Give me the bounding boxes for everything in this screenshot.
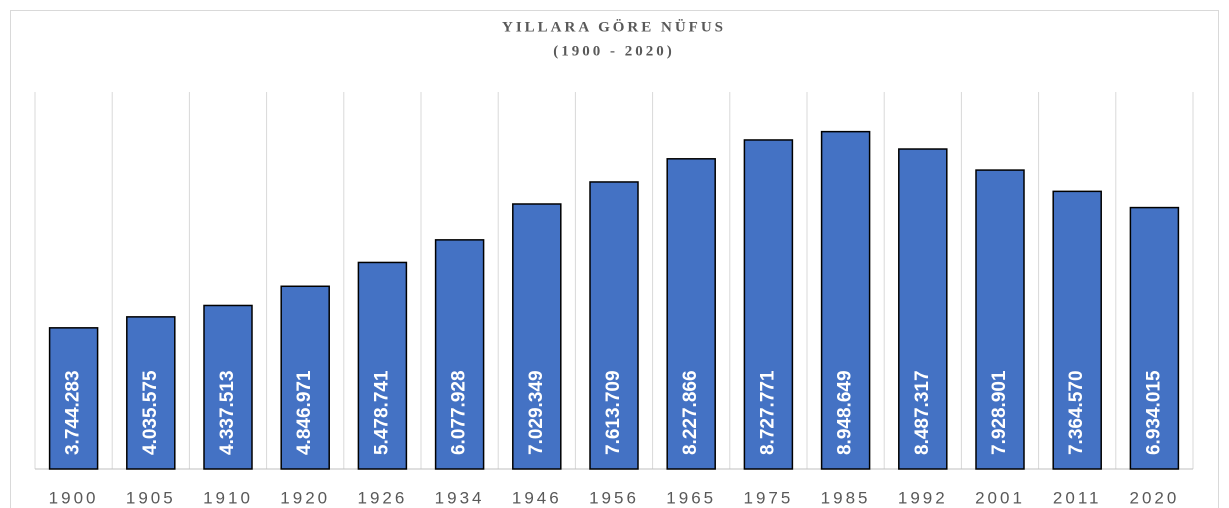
x-tick-label: 1992 bbox=[898, 488, 948, 507]
x-tick-label: 1920 bbox=[280, 488, 330, 507]
value-label: 8.948.649 bbox=[835, 370, 856, 455]
bar bbox=[512, 203, 562, 470]
bar bbox=[589, 181, 639, 470]
bar bbox=[357, 261, 408, 470]
value-label: 3.744.283 bbox=[63, 370, 84, 455]
x-tick-label: 2020 bbox=[1129, 488, 1179, 507]
value-label: 7.364.570 bbox=[1066, 370, 1087, 455]
x-tick-label: 1975 bbox=[743, 488, 793, 507]
bar bbox=[434, 239, 485, 470]
bar bbox=[1129, 206, 1180, 470]
value-label: 8.227.866 bbox=[680, 370, 701, 455]
bar bbox=[820, 130, 871, 470]
value-label: 8.727.771 bbox=[757, 370, 778, 455]
value-label: 8.487.317 bbox=[912, 370, 933, 455]
x-tick-label: 1965 bbox=[666, 488, 716, 507]
x-tick-label: 1910 bbox=[203, 488, 253, 507]
x-tick-label: 1985 bbox=[821, 488, 871, 507]
bar bbox=[48, 327, 99, 470]
value-label: 6.077.928 bbox=[449, 370, 470, 455]
bar bbox=[898, 148, 948, 470]
x-tick-label: 1934 bbox=[435, 488, 485, 507]
value-label: 6.934.015 bbox=[1143, 370, 1164, 455]
bar bbox=[743, 139, 794, 470]
value-label: 4.035.575 bbox=[140, 370, 161, 455]
bar bbox=[280, 285, 330, 470]
bar bbox=[126, 316, 176, 470]
bar bbox=[1052, 190, 1102, 470]
bar bbox=[203, 304, 253, 470]
chart-subtitle: (1900 - 2020) bbox=[553, 43, 675, 59]
value-label: 4.846.971 bbox=[294, 370, 315, 455]
x-tick-label: 1900 bbox=[49, 488, 99, 507]
x-tick-label: 2001 bbox=[975, 488, 1025, 507]
bar bbox=[666, 158, 716, 470]
value-label: 5.478.741 bbox=[371, 370, 392, 455]
x-tick-label: 1926 bbox=[357, 488, 407, 507]
value-label: 4.337.513 bbox=[217, 370, 238, 455]
x-tick-label: 1905 bbox=[126, 488, 176, 507]
value-label: 7.029.349 bbox=[526, 370, 547, 455]
x-tick-label: 1956 bbox=[589, 488, 639, 507]
x-tick-label: 2011 bbox=[1053, 488, 1102, 507]
value-label: 7.928.901 bbox=[989, 370, 1010, 455]
x-tick-label: 1946 bbox=[512, 488, 562, 507]
value-label: 7.613.709 bbox=[603, 370, 624, 455]
chart-title: YILLARA GÖRE NÜFUS bbox=[502, 18, 726, 35]
bar bbox=[975, 169, 1025, 470]
